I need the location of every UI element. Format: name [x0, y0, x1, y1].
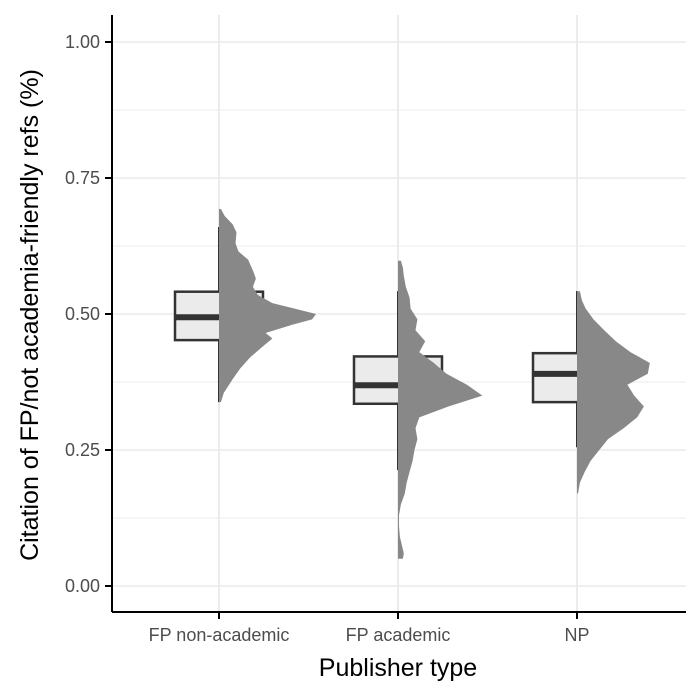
- density-1: [219, 209, 316, 403]
- y-axis-title: Citation of FP/not academia-friendly ref…: [16, 69, 44, 561]
- y-tick-label: 0.25: [65, 440, 100, 460]
- x-tick-label: FP non-academic: [149, 625, 290, 645]
- x-axis-title: Publisher type: [319, 654, 477, 682]
- density-2: [398, 260, 483, 559]
- tick-labels: 0.00 0.25 0.50 0.75 1.00 FP non-academic FP ac…: [65, 32, 590, 645]
- density-3: [577, 291, 650, 494]
- y-tick-label: 1.00: [65, 32, 100, 52]
- x-tick-label: FP academic: [346, 625, 451, 645]
- axes: [105, 15, 686, 619]
- box-layer: [173, 209, 650, 559]
- y-tick-label: 0.00: [65, 576, 100, 596]
- y-tick-label: 0.75: [65, 168, 100, 188]
- x-tick-label: NP: [564, 625, 589, 645]
- y-tick-label: 0.50: [65, 304, 100, 324]
